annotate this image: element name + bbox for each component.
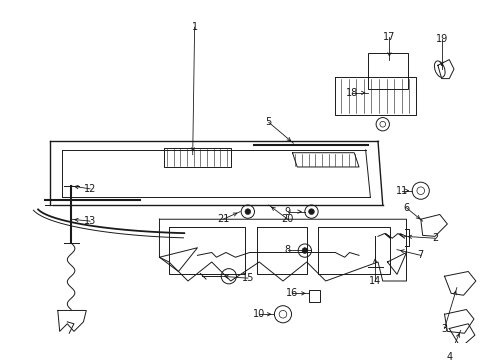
Text: 2: 2: [431, 233, 437, 243]
Text: 6: 6: [403, 203, 409, 213]
Text: 16: 16: [286, 288, 298, 298]
Text: 4: 4: [445, 352, 451, 360]
Text: 5: 5: [265, 117, 271, 127]
Text: 21: 21: [217, 214, 229, 224]
Text: 1: 1: [191, 22, 197, 32]
Text: 7: 7: [417, 250, 423, 260]
Bar: [368, 53, 407, 89]
Text: 10: 10: [253, 309, 265, 319]
Text: 9: 9: [284, 207, 290, 217]
Text: 13: 13: [84, 216, 96, 226]
Circle shape: [302, 248, 307, 253]
Text: 11: 11: [395, 186, 407, 196]
Circle shape: [244, 209, 250, 215]
Text: 15: 15: [241, 273, 253, 283]
Text: 3: 3: [441, 324, 447, 333]
Text: 8: 8: [284, 245, 290, 255]
Text: 12: 12: [84, 184, 96, 194]
Bar: [308, 291, 319, 302]
Text: 17: 17: [383, 32, 395, 42]
Text: 14: 14: [368, 276, 381, 286]
Text: 18: 18: [346, 88, 358, 98]
Circle shape: [308, 209, 314, 215]
Text: 19: 19: [435, 34, 447, 44]
Text: 20: 20: [281, 214, 293, 224]
